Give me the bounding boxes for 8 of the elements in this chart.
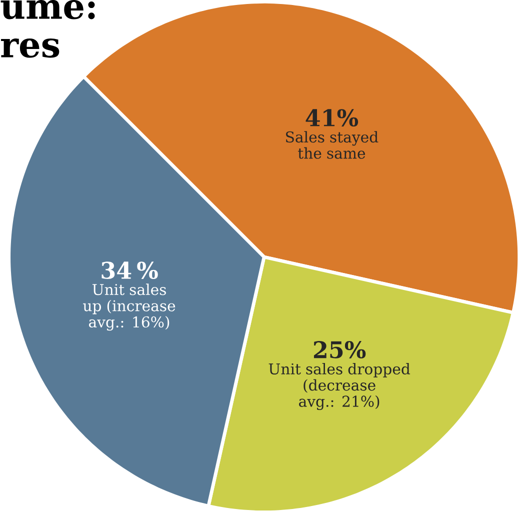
chart-title: ume: [0,0,95,20]
text: res [1,38,60,58]
slice-label: Unit sales dropped (decrease avg.: 21%) [268,363,410,410]
slice-label: Sales stayed the same [286,131,378,159]
slice-label: Unit sales up (increase avg.: 16%) [83,284,176,331]
data-label: 25% [314,341,366,358]
data-label: 34 % [102,262,158,280]
data-label: 41% [306,109,358,127]
